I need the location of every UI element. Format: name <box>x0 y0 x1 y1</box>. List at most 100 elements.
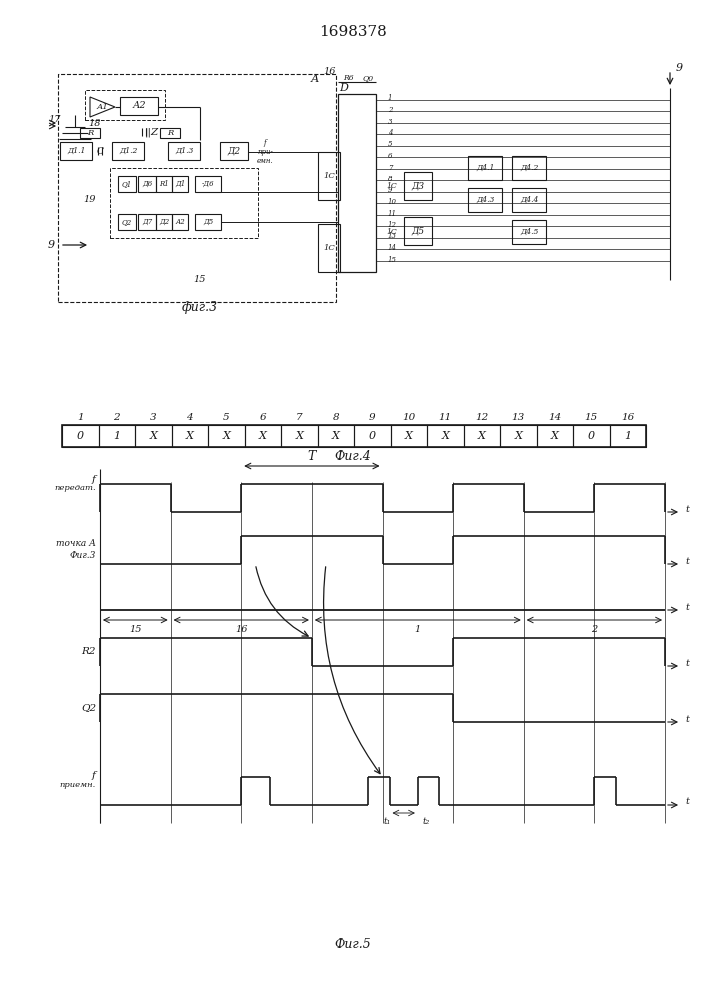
Text: 1C: 1C <box>386 182 397 190</box>
Text: 1: 1 <box>624 431 631 441</box>
Bar <box>354 425 390 447</box>
Text: 13: 13 <box>388 232 397 240</box>
Bar <box>118 214 136 230</box>
Text: Д4.1: Д4.1 <box>476 164 494 172</box>
Text: Д1.3: Д1.3 <box>175 147 193 155</box>
Bar <box>318 224 340 272</box>
Bar <box>404 217 432 245</box>
Text: -Д6: -Д6 <box>201 180 214 188</box>
Bar <box>390 425 427 447</box>
Text: X: X <box>405 431 413 441</box>
Text: D: D <box>339 83 349 93</box>
Bar <box>500 425 537 447</box>
Bar <box>195 214 221 230</box>
Text: 1C: 1C <box>323 172 335 180</box>
Text: Д1.2: Д1.2 <box>119 147 137 155</box>
Bar <box>172 214 188 230</box>
Text: t: t <box>685 602 689 611</box>
Bar <box>318 152 340 200</box>
Text: Q0: Q0 <box>363 74 373 82</box>
Bar <box>338 94 376 272</box>
Bar <box>160 128 180 138</box>
Text: 2: 2 <box>113 412 120 422</box>
Bar <box>58 74 336 302</box>
Text: f: f <box>92 476 96 485</box>
Text: 2: 2 <box>388 106 392 114</box>
Text: Q1: Q1 <box>122 180 132 188</box>
Bar <box>512 220 546 244</box>
Text: 12: 12 <box>388 221 397 229</box>
Text: Фиг.4: Фиг.4 <box>334 450 371 464</box>
Text: Д4.3: Д4.3 <box>476 196 494 204</box>
Text: Q2: Q2 <box>81 704 96 712</box>
Text: R: R <box>167 129 173 137</box>
Text: 4: 4 <box>187 412 193 422</box>
Text: Д6: Д6 <box>142 180 152 188</box>
Text: 7: 7 <box>388 163 392 172</box>
Bar <box>138 214 156 230</box>
Text: 9: 9 <box>48 240 55 250</box>
Text: точка А: точка А <box>56 540 96 548</box>
Bar <box>427 425 464 447</box>
Bar <box>220 142 248 160</box>
Text: 10: 10 <box>388 198 397 206</box>
Text: 0: 0 <box>588 431 595 441</box>
Text: 11: 11 <box>438 412 452 422</box>
Text: 19: 19 <box>83 196 96 205</box>
Text: А2: А2 <box>132 102 146 110</box>
Text: 16: 16 <box>235 624 247 634</box>
Text: X: X <box>441 431 449 441</box>
Text: 13: 13 <box>512 412 525 422</box>
Text: 3: 3 <box>150 412 156 422</box>
Text: X: X <box>259 431 267 441</box>
Bar <box>156 214 172 230</box>
Bar <box>404 172 432 200</box>
Text: 8: 8 <box>332 412 339 422</box>
Text: А: А <box>311 74 319 84</box>
Text: 17: 17 <box>49 114 61 123</box>
Text: 4: 4 <box>388 129 392 137</box>
Bar <box>512 188 546 212</box>
Text: X: X <box>551 431 559 441</box>
Text: Д4.2: Д4.2 <box>520 164 538 172</box>
Bar <box>573 425 609 447</box>
Text: 1698378: 1698378 <box>319 25 387 39</box>
Text: 3: 3 <box>388 117 392 125</box>
Text: 5: 5 <box>388 140 392 148</box>
Bar <box>138 176 156 192</box>
Text: 14: 14 <box>548 412 561 422</box>
Bar <box>464 425 500 447</box>
Text: 9: 9 <box>369 412 375 422</box>
Text: 1: 1 <box>415 624 421 634</box>
Text: Фиг.3: Фиг.3 <box>69 552 96 560</box>
Text: 18: 18 <box>89 119 101 128</box>
Text: 1C: 1C <box>323 244 335 252</box>
Bar <box>317 425 354 447</box>
Text: приемн.: приемн. <box>60 781 96 789</box>
Text: 1C: 1C <box>386 228 397 236</box>
Bar <box>468 156 502 180</box>
Text: Д5: Д5 <box>411 227 425 235</box>
Bar <box>468 188 502 212</box>
Text: T: T <box>308 450 316 464</box>
Bar <box>245 425 281 447</box>
Text: R: R <box>87 129 93 137</box>
Text: фиг.3: фиг.3 <box>182 302 218 314</box>
Text: Д4.5: Д4.5 <box>520 228 538 236</box>
Text: 0: 0 <box>76 431 84 441</box>
Text: t: t <box>685 714 689 724</box>
Text: Фиг.5: Фиг.5 <box>334 938 371 952</box>
Text: Д2: Д2 <box>159 218 169 226</box>
Text: 6: 6 <box>259 412 266 422</box>
Text: 15: 15 <box>194 275 206 284</box>
Text: X: X <box>514 431 522 441</box>
Bar <box>168 142 200 160</box>
Text: X: X <box>296 431 303 441</box>
Text: X: X <box>186 431 194 441</box>
Text: R6: R6 <box>343 74 354 82</box>
Text: X: X <box>478 431 486 441</box>
Text: 15: 15 <box>388 255 397 263</box>
Bar <box>609 425 646 447</box>
Text: передат.: передат. <box>54 484 96 492</box>
Text: 14: 14 <box>388 244 397 252</box>
